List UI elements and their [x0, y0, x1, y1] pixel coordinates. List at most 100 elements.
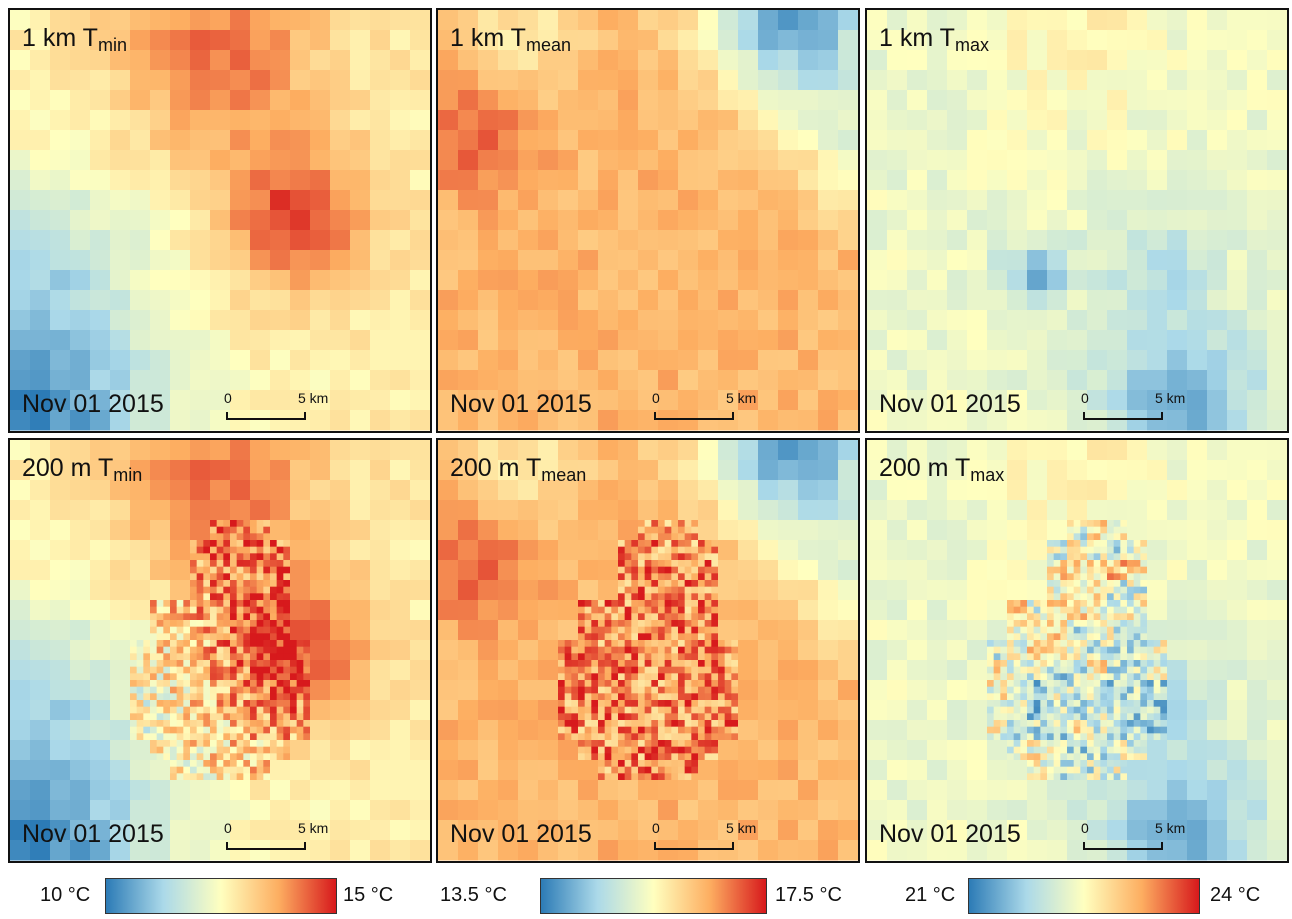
raster-cell: [1080, 767, 1087, 774]
raster-cell: [725, 673, 732, 680]
raster-cell: [671, 533, 678, 540]
raster-cell: [197, 700, 204, 707]
raster-cell: [277, 733, 284, 740]
raster-cell: [170, 727, 177, 734]
raster-cell: [1100, 773, 1107, 780]
raster-cell: [907, 660, 928, 681]
raster-cell: [1027, 310, 1048, 331]
raster-cell: [967, 520, 988, 541]
raster-cell: [611, 627, 618, 634]
raster-cell: [190, 653, 197, 660]
raster-cell: [350, 130, 371, 151]
raster-cell: [10, 520, 31, 541]
raster-cell: [163, 660, 170, 667]
raster-cell: [1067, 250, 1088, 271]
raster-cell: [685, 720, 692, 727]
raster-cell: [1094, 560, 1101, 567]
raster-cell: [163, 667, 170, 674]
raster-cell: [217, 560, 224, 567]
raster-cell: [591, 633, 598, 640]
raster-cell: [1094, 620, 1101, 627]
raster-cell: [638, 667, 645, 674]
raster-cell: [1114, 633, 1121, 640]
raster-cell: [691, 647, 698, 654]
raster-cell: [738, 370, 759, 391]
raster-cell: [177, 613, 184, 620]
raster-cell: [1094, 773, 1101, 780]
raster-cell: [290, 667, 297, 674]
raster-cell: [458, 70, 479, 91]
raster-cell: [658, 767, 665, 774]
raster-cell: [30, 720, 51, 741]
raster-cell: [591, 727, 598, 734]
raster-cell: [818, 50, 839, 71]
raster-cell: [1160, 720, 1167, 727]
raster-cell: [1120, 653, 1127, 660]
raster-cell: [678, 480, 699, 501]
raster-cell: [638, 527, 645, 534]
raster-cell: [651, 773, 658, 780]
raster-cell: [217, 593, 224, 600]
raster-cell: [1067, 500, 1088, 521]
raster-cell: [1094, 667, 1101, 674]
raster-cell: [1094, 633, 1101, 640]
raster-cell: [210, 330, 231, 351]
label-subscript: min: [113, 465, 142, 485]
raster-cell: [625, 747, 632, 754]
raster-cell: [605, 620, 612, 627]
raster-cell: [150, 10, 171, 31]
raster-cell: [257, 667, 264, 674]
raster-cell: [711, 740, 718, 747]
raster-cell: [370, 370, 391, 391]
raster-cell: [758, 480, 779, 501]
raster-cell: [818, 70, 839, 91]
raster-cell: [10, 330, 31, 351]
raster-cell: [818, 250, 839, 271]
raster-cell: [1127, 780, 1148, 801]
raster-cell: [370, 560, 391, 581]
raster-cell: [1054, 640, 1061, 647]
raster-cell: [665, 547, 672, 554]
raster-cell: [283, 713, 290, 720]
raster-cell: [711, 693, 718, 700]
raster-cell: [671, 653, 678, 660]
raster-cell: [50, 170, 71, 191]
raster-cell: [665, 673, 672, 680]
raster-cell: [927, 680, 948, 701]
raster-cell: [203, 693, 210, 700]
raster-cell: [1127, 553, 1134, 560]
raster-cell: [1207, 170, 1228, 191]
raster-cell: [678, 753, 685, 760]
raster-cell: [1247, 250, 1268, 271]
raster-cell: [1047, 440, 1068, 461]
raster-cell: [598, 30, 619, 51]
date-label: Nov 01 2015: [22, 390, 164, 419]
raster-cell: [1167, 720, 1188, 741]
raster-cell: [250, 230, 271, 251]
raster-cell: [558, 210, 579, 231]
raster-cell: [698, 230, 719, 251]
raster-cell: [130, 210, 151, 231]
raster-cell: [651, 553, 658, 560]
raster-cell: [571, 653, 578, 660]
raster-cell: [310, 410, 331, 431]
raster-cell: [330, 780, 351, 801]
raster-cell: [478, 170, 499, 191]
raster-cell: [1207, 250, 1228, 271]
raster-cell: [618, 460, 639, 481]
raster-cell: [798, 190, 819, 211]
raster-cell: [1127, 820, 1148, 841]
raster-cell: [947, 330, 968, 351]
raster-cell: [867, 110, 888, 131]
raster-cell: [1100, 660, 1107, 667]
raster-cell: [170, 767, 177, 774]
raster-cell: [671, 567, 678, 574]
raster-cell: [738, 640, 759, 661]
raster-cell: [1027, 130, 1048, 151]
raster-cell: [631, 567, 638, 574]
raster-cell: [70, 740, 91, 761]
raster-cell: [303, 640, 310, 647]
raster-cell: [638, 713, 645, 720]
raster-cell: [150, 713, 157, 720]
raster-cell: [578, 150, 599, 171]
